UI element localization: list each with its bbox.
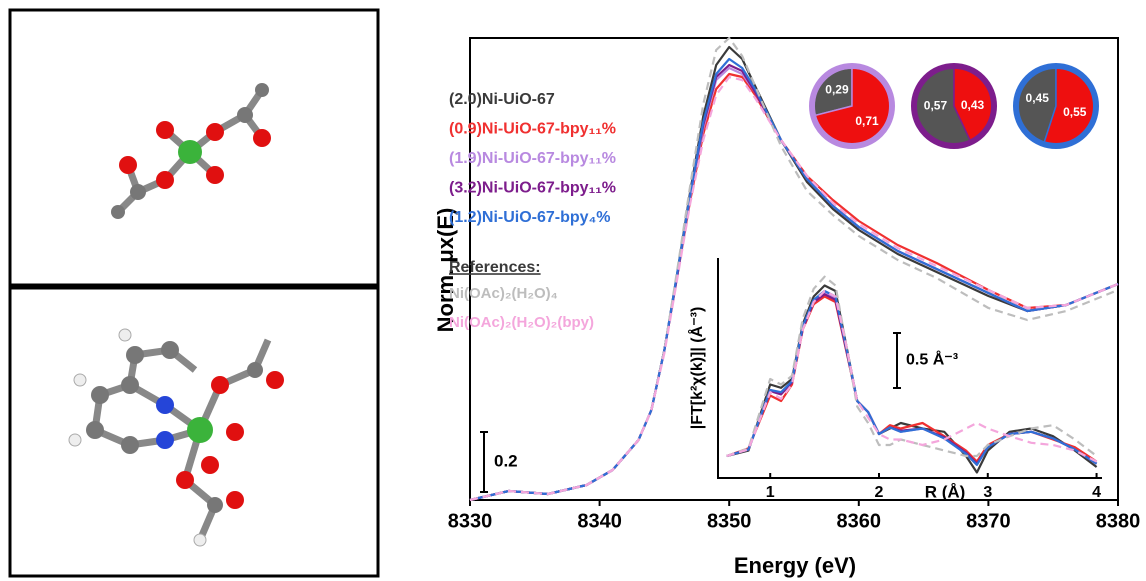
x-tick-label: 8380 — [1096, 510, 1141, 532]
inset-x-tick-label: 4 — [1092, 484, 1101, 501]
legend-entry: Ni(OAc)₂(H₂O)₂(bpy) — [449, 314, 594, 331]
inset-x-tick-label: 2 — [875, 484, 884, 501]
series-line — [470, 74, 1118, 500]
scale-bar — [480, 432, 488, 492]
structure-panels — [10, 10, 378, 576]
inset-x-axis-label: R (Å) — [925, 482, 966, 501]
legend-title: References: — [449, 259, 541, 276]
series-line — [727, 294, 1097, 463]
inset-scale-bar — [893, 333, 901, 388]
series-line — [470, 77, 1118, 500]
x-tick-label: 8340 — [577, 510, 622, 532]
x-tick-label: 8370 — [966, 510, 1011, 532]
x-tick-label: 8360 — [837, 510, 882, 532]
pie-label: 0,43 — [961, 98, 985, 112]
series-line — [727, 293, 1097, 465]
pie-label: 0,45 — [1026, 91, 1050, 105]
pie-label: 0,55 — [1063, 105, 1087, 119]
legend-entry: Ni(OAc)₂(H₂O)₄ — [449, 285, 558, 302]
pie-label: 0,71 — [855, 114, 879, 128]
legend-entry: (0.9)Ni-UiO-67-bpy₁₁% — [449, 121, 616, 138]
x-axis-label: Energy (eV) — [734, 553, 856, 578]
scale-bar-label: 0.2 — [494, 451, 518, 470]
legend-entry: (1.9)Ni-UiO-67-bpy₁₁% — [449, 150, 616, 167]
x-tick-label: 8350 — [707, 510, 752, 532]
inset-x-tick-label: 3 — [983, 484, 992, 501]
pie-label: 0,57 — [924, 98, 948, 112]
figure: Energy (eV) Norm. μx(E) |FT[k²χ(k)]| (Å⁻… — [0, 0, 1146, 581]
pie-label: 0,29 — [825, 83, 849, 97]
legend-entry: (3.2)Ni-UiO-67-bpy₁₁% — [449, 180, 616, 197]
series-line — [727, 297, 1097, 462]
x-tick-label: 8330 — [448, 510, 493, 532]
legend-entry: (1.2)Ni-UiO-67-bpy₄% — [449, 209, 610, 226]
inset-scale-bar-label: 0.5 Å⁻³ — [906, 350, 958, 369]
inset-x-tick-label: 1 — [766, 484, 775, 501]
series-line — [727, 291, 1097, 465]
legend-entry: (2.0)Ni-UiO-67 — [449, 91, 555, 108]
inset-y-axis-label: |FT[k²χ(k)]| (Å⁻³) — [687, 307, 706, 430]
